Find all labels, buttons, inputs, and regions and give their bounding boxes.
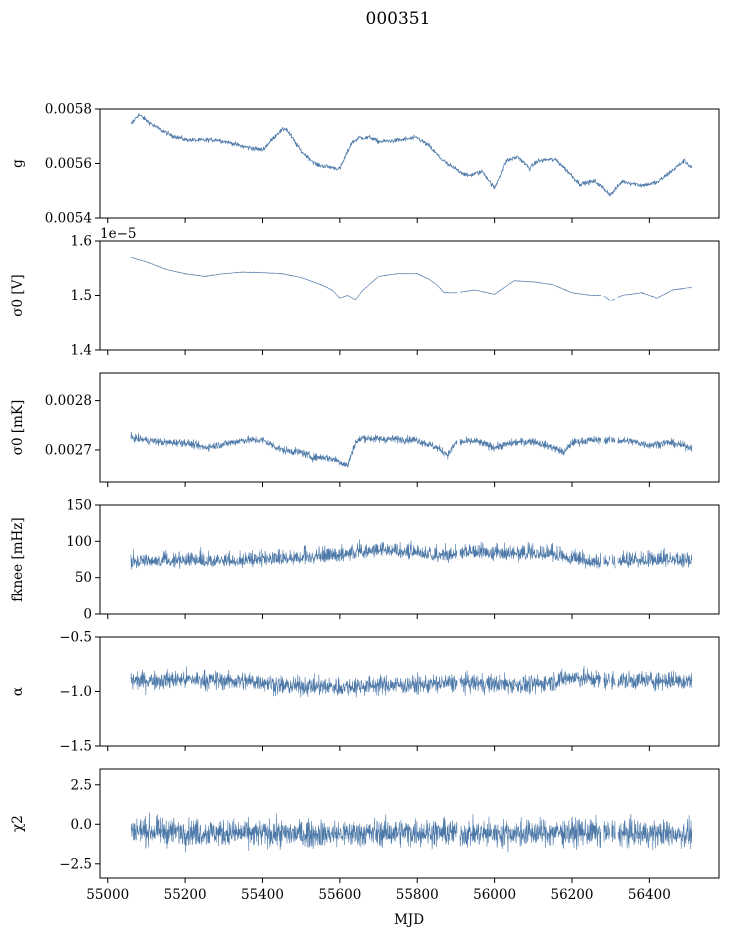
x-tick-label: 55600	[318, 887, 361, 903]
panel-alpha: −1.5 −1.0 −0.5 α	[10, 630, 720, 755]
panel-fknee: 0 50 100 150 fknee [mHz]	[10, 498, 720, 623]
series-line-g	[130, 113, 693, 197]
x-tick-label: 56000	[473, 887, 516, 903]
axes-frame	[99, 768, 720, 879]
y-tick-label: 0.0058	[45, 102, 92, 118]
y-tick-label: 100	[66, 534, 92, 550]
y-axis-label: α	[10, 687, 26, 696]
panels: 0.0054 0.0056 0.0058 g 1.4 1.5 1.6 1e−5 σ0 [V] 0.…	[10, 102, 720, 903]
y-tick-label: −1.0	[59, 684, 92, 700]
axes-frame	[99, 372, 720, 483]
y-tick-label: 1.6	[71, 234, 92, 250]
y-tick-label: 0.0056	[45, 156, 92, 172]
y-axis-label: σ0 [mK]	[10, 400, 26, 456]
y-tick-label: −1.5	[59, 739, 92, 755]
series-line-sigma0_mK	[130, 431, 693, 468]
y-tick-label: 150	[66, 498, 92, 514]
series-line-chi2	[130, 812, 693, 853]
axes-frame	[99, 636, 720, 747]
y-tick-label: 0.0027	[45, 442, 92, 458]
y-tick-label: −0.5	[59, 630, 92, 646]
y-tick-label: 2.5	[71, 777, 92, 793]
y-tick-label: 0.0054	[45, 211, 92, 227]
y-axis-label: g	[10, 159, 26, 168]
y-tick-label: 0.0	[71, 817, 92, 833]
panel-chi2: 55000 55200 55400 55600 55800 56000 56200 56400…	[10, 768, 720, 903]
y-offset-text: 1e−5	[100, 226, 136, 242]
y-axis-label: σ0 [V]	[10, 274, 26, 316]
y-axis-label: fknee [mHz]	[10, 517, 26, 601]
y-tick-label: 50	[75, 570, 92, 586]
axes-frame	[99, 504, 720, 615]
series-line-alpha	[130, 665, 693, 698]
panel-sigma0_mK: 0.0027 0.0028 σ0 [mK]	[10, 372, 720, 487]
series-line-fknee	[130, 539, 693, 570]
y-axis-label: χ2	[10, 815, 26, 832]
x-tick-label: 55200	[164, 887, 207, 903]
panel-sigma0_V: 1.4 1.5 1.6 1e−5 σ0 [V]	[10, 226, 720, 359]
x-axis-label: MJD	[394, 912, 424, 928]
figure-title: 000351	[366, 9, 431, 29]
y-tick-label: 0.0028	[45, 393, 92, 409]
x-tick-label: 55400	[241, 887, 284, 903]
y-tick-label: −2.5	[59, 856, 92, 872]
x-tick-label: 56400	[628, 887, 671, 903]
x-tick-label: 56200	[551, 887, 594, 903]
y-tick-label: 1.5	[71, 288, 92, 304]
x-tick-label: 55000	[86, 887, 129, 903]
series-line-sigma0_V	[130, 257, 692, 301]
panel-g: 0.0054 0.0056 0.0058 g	[10, 102, 720, 227]
y-tick-label: 0	[83, 607, 92, 623]
axes-frame	[99, 108, 720, 219]
axes-frame	[99, 240, 720, 351]
x-tick-label: 55800	[396, 887, 439, 903]
y-tick-label: 1.4	[71, 343, 92, 359]
